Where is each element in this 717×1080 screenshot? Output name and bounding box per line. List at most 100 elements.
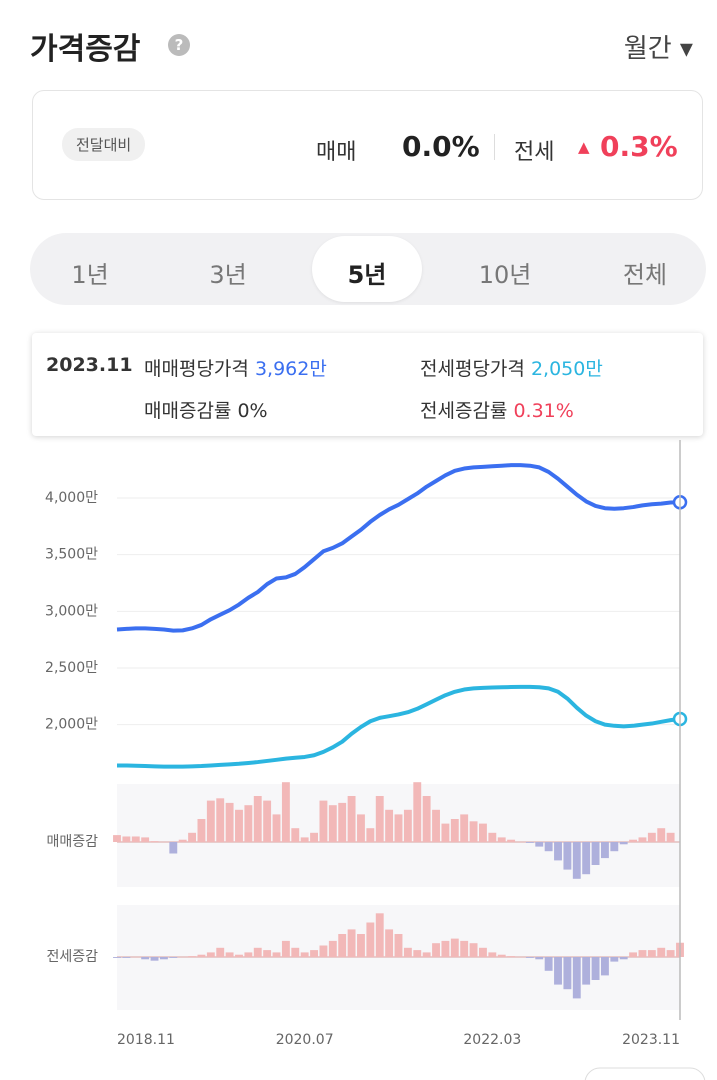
bar — [600, 957, 609, 976]
bar — [159, 957, 168, 960]
tooltip-label: 전세평당가격 2,050만 — [420, 354, 603, 381]
label: 매매증감률 — [144, 400, 232, 422]
bar — [525, 957, 534, 958]
label: 전세증감률 — [420, 400, 508, 422]
bar — [563, 957, 572, 990]
rent-label: 전세 — [514, 140, 555, 165]
bar — [263, 950, 272, 957]
bar — [197, 819, 206, 842]
bar — [582, 842, 591, 875]
bar — [422, 952, 431, 957]
bar — [235, 809, 243, 842]
bar — [291, 947, 300, 957]
bar — [338, 802, 347, 842]
bar — [216, 798, 225, 842]
bar — [150, 957, 159, 961]
bar — [281, 782, 290, 842]
bar — [291, 828, 300, 842]
bar — [591, 957, 600, 980]
bar — [469, 821, 478, 842]
bar — [441, 823, 450, 842]
bar — [225, 802, 234, 842]
period-select[interactable]: 월간 ▾ — [623, 34, 693, 64]
tab[interactable]: 5년 — [347, 261, 387, 289]
x-tick-label: 2018.11 — [117, 1032, 175, 1048]
label: 매매평당가격 — [144, 358, 249, 380]
bar — [178, 839, 187, 842]
tooltip — [32, 333, 703, 436]
tab-active-bg — [312, 236, 422, 302]
rent-value: 0.3% — [600, 130, 678, 163]
help-icon[interactable]: ? — [168, 34, 190, 56]
bar — [432, 943, 440, 957]
bar — [394, 814, 403, 842]
label: 전세평당가격 — [420, 358, 525, 380]
bar — [169, 957, 178, 958]
bar — [638, 837, 647, 842]
bar — [535, 842, 544, 847]
tooltip-label: 매매증감률 0% — [144, 396, 268, 423]
sale-label: 매매 — [316, 140, 357, 165]
value: 3,962만 — [254, 358, 327, 380]
y-tick-label: 4,000만 — [45, 490, 98, 506]
y-tick-label: 2,500만 — [45, 660, 98, 676]
bar — [253, 947, 262, 957]
bar — [328, 805, 337, 842]
bar — [525, 842, 534, 843]
bar — [338, 934, 347, 957]
bar — [141, 837, 150, 842]
bar — [310, 832, 318, 842]
bar — [544, 957, 553, 971]
bar — [441, 940, 450, 957]
bar — [357, 814, 365, 842]
tab[interactable]: 3년 — [209, 261, 247, 289]
section-title: 가격증감 — [30, 32, 141, 67]
bar — [488, 952, 497, 957]
bar — [197, 954, 206, 957]
bar — [535, 957, 544, 960]
bar — [610, 957, 619, 962]
bar — [272, 814, 281, 842]
tab[interactable]: 10년 — [478, 261, 532, 289]
bar — [272, 952, 281, 957]
bar — [366, 828, 375, 842]
bar — [600, 842, 609, 859]
bar — [347, 796, 356, 842]
bar — [610, 842, 619, 852]
button-edge[interactable] — [584, 1067, 706, 1080]
bar — [235, 954, 243, 957]
summary-card — [32, 90, 703, 200]
tab[interactable]: 1년 — [71, 261, 109, 289]
tab[interactable]: 전체 — [622, 261, 668, 289]
bar — [554, 957, 562, 985]
tooltip-date: 2023.11 — [46, 354, 133, 376]
x-tick-label: 2023.11 — [622, 1032, 680, 1048]
line — [116, 463, 681, 633]
bar — [113, 957, 121, 958]
bar — [244, 952, 253, 957]
panel-label: 매매증감 — [46, 834, 98, 850]
bar — [281, 940, 290, 957]
bar — [432, 809, 440, 842]
bar — [554, 842, 562, 861]
bar — [263, 800, 272, 842]
tooltip-label: 전세증감률 0.31% — [420, 396, 574, 423]
bar — [507, 956, 516, 957]
x-tick-label: 2020.07 — [276, 1032, 334, 1048]
bar — [188, 832, 197, 842]
bar — [413, 782, 422, 842]
bar — [253, 796, 262, 842]
bar — [469, 943, 478, 957]
bar — [666, 950, 675, 957]
bar — [188, 956, 197, 957]
bar — [544, 842, 553, 852]
bar — [582, 957, 591, 985]
bar — [225, 952, 234, 957]
bar — [638, 950, 647, 957]
bar — [619, 957, 628, 960]
bar — [591, 842, 600, 865]
bar — [479, 947, 487, 957]
bar — [413, 950, 422, 957]
bar — [300, 952, 309, 957]
